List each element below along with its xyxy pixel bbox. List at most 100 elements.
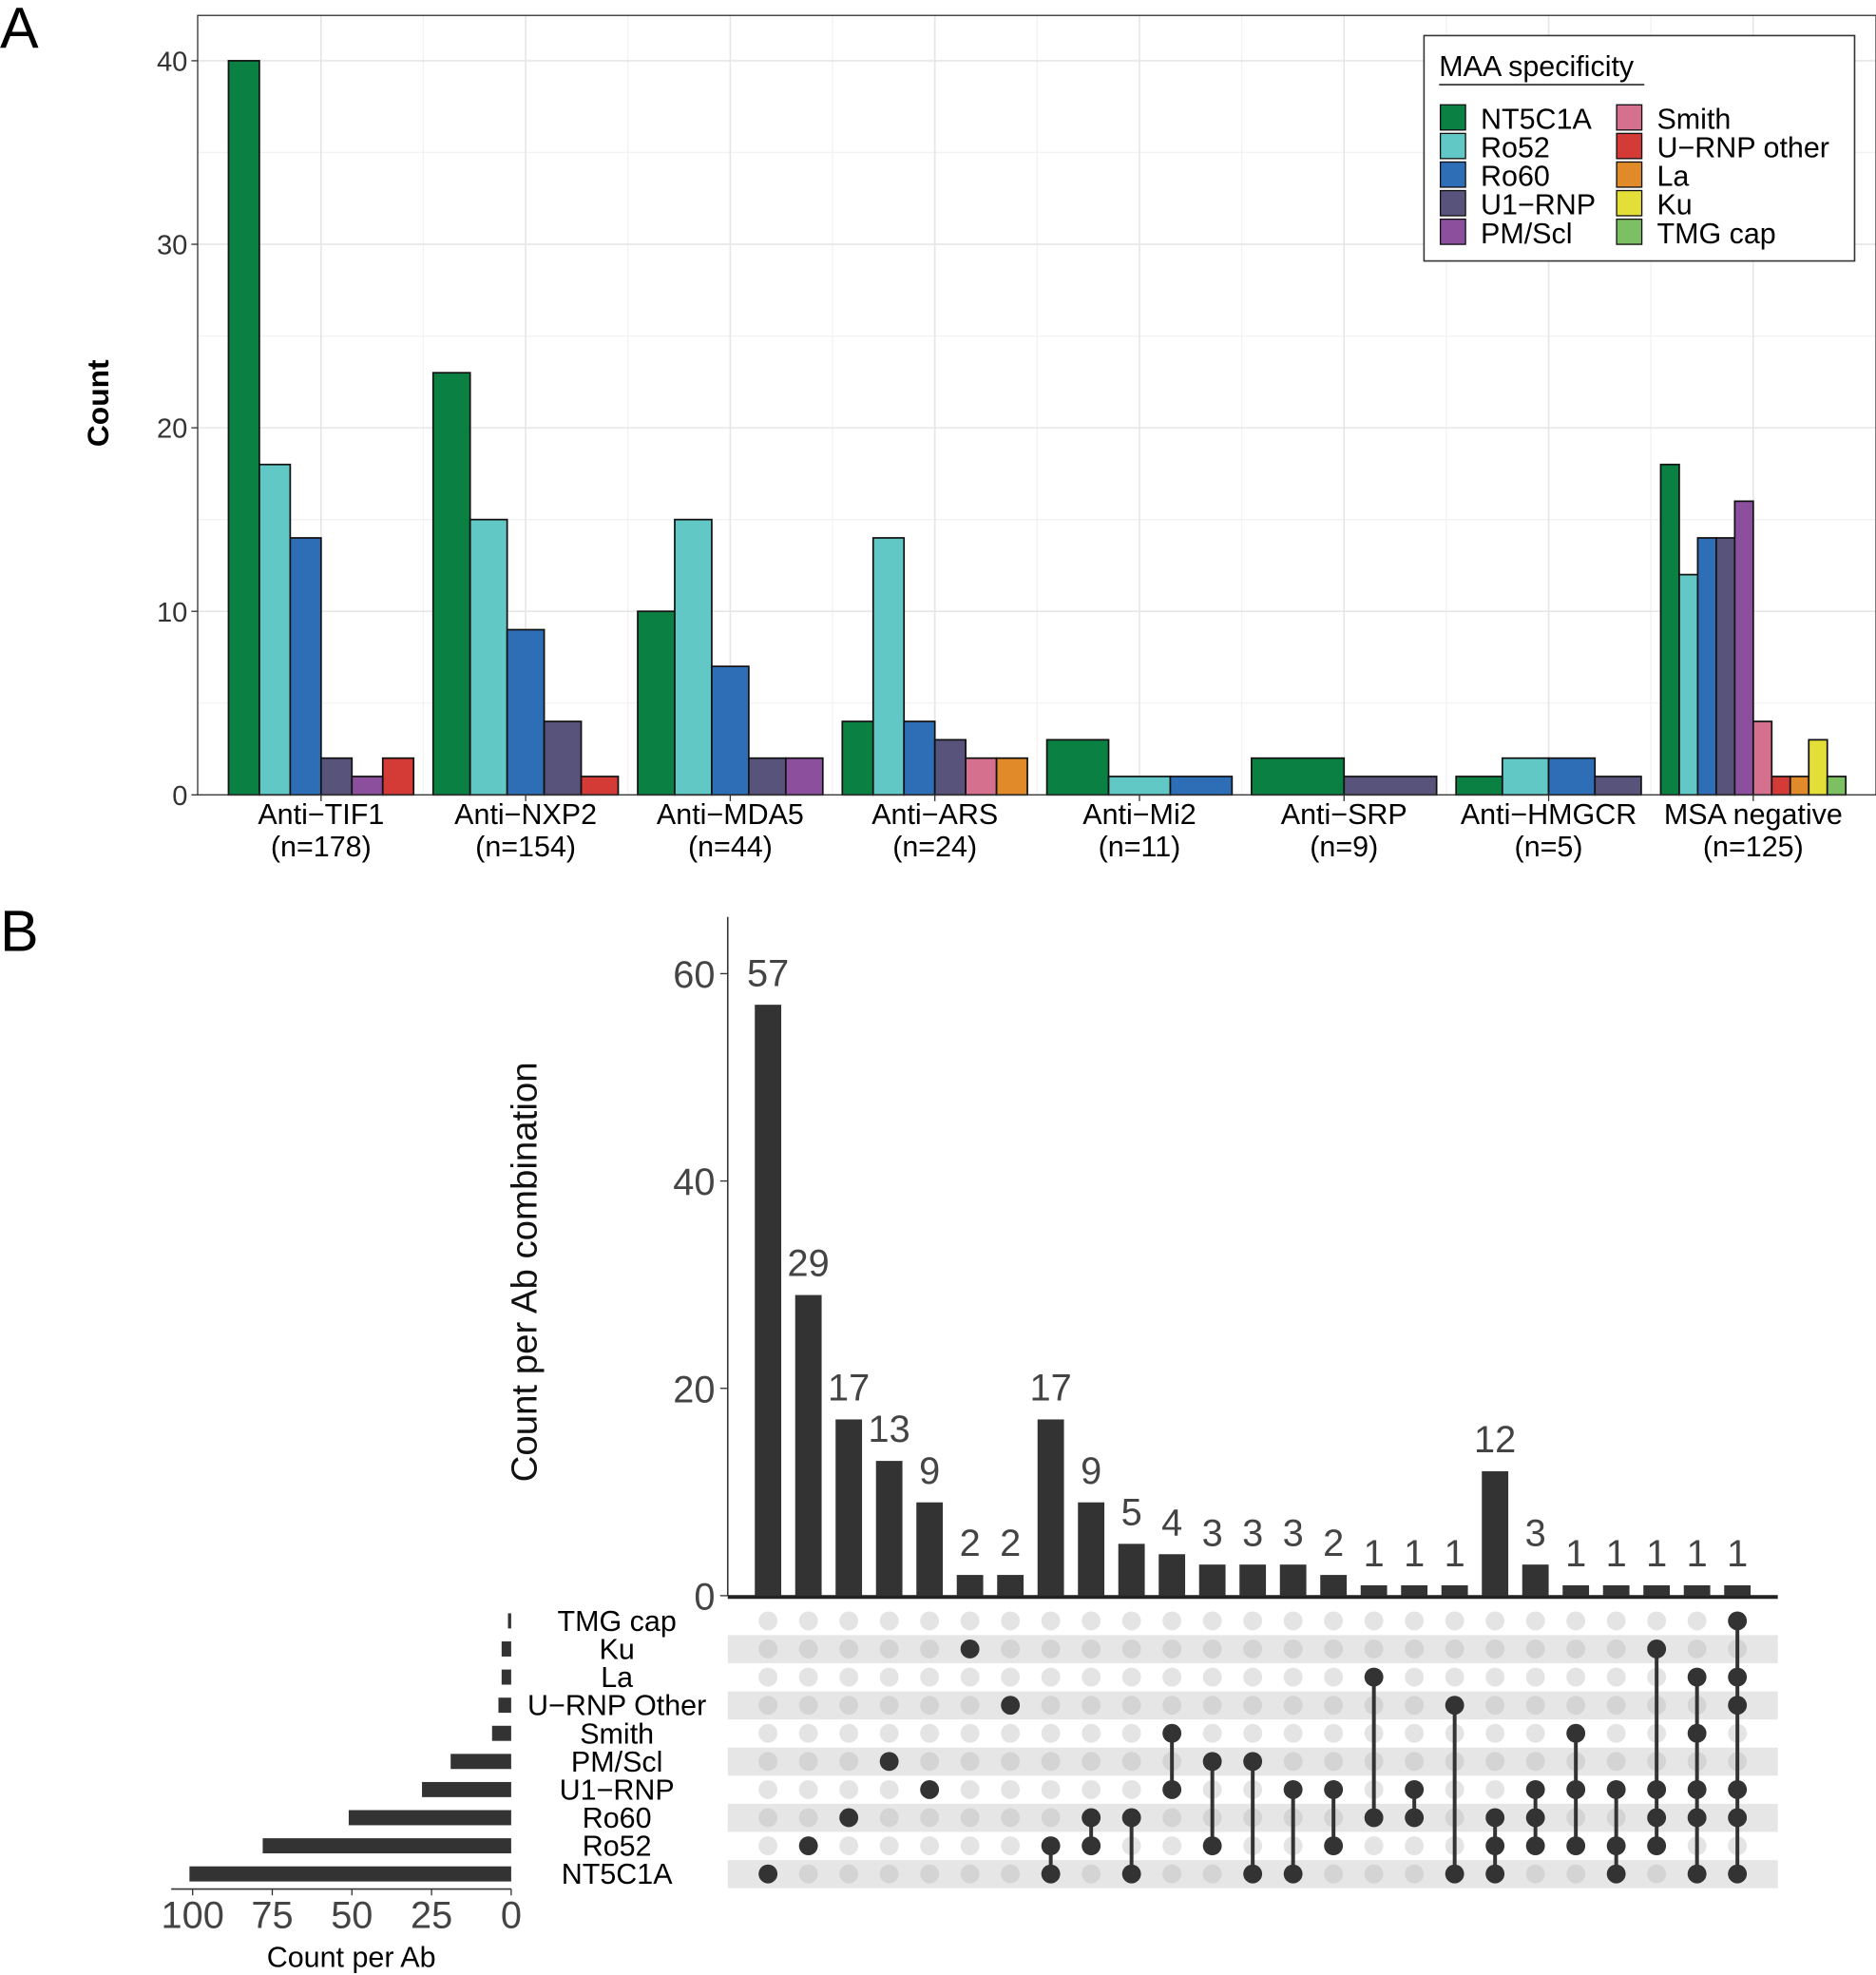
bar-nt5c1a (1251, 757, 1346, 796)
matrix-dot-empty (920, 1696, 940, 1716)
matrix-dot-empty (839, 1696, 859, 1716)
matrix-dot-empty (1566, 1696, 1586, 1716)
matrix-dot-filled (1606, 1864, 1626, 1884)
intersection-count-label: 3 (1283, 1512, 1304, 1554)
matrix-dot-filled (1283, 1864, 1303, 1884)
matrix-dot-empty (798, 1864, 818, 1884)
matrix-dot-filled (1647, 1779, 1667, 1799)
matrix-dot-empty (1364, 1836, 1384, 1855)
legend-swatch (1439, 218, 1466, 245)
matrix-dot-empty (1405, 1696, 1425, 1716)
matrix-dot-filled (1082, 1808, 1101, 1828)
matrix-dot-filled (1041, 1864, 1061, 1884)
matrix-dot-filled (1202, 1752, 1222, 1772)
legend-label: PM/Scl (1481, 218, 1572, 250)
matrix-dot-empty (1001, 1779, 1021, 1799)
matrix-dot-empty (839, 1779, 859, 1799)
intersection-count-label: 2 (1000, 1523, 1021, 1564)
intersection-count-label: 17 (828, 1368, 870, 1409)
bar-ro60 (506, 628, 546, 796)
matrix-dot-empty (1041, 1723, 1061, 1743)
y-tick-label: 20 (673, 1369, 715, 1410)
set-size-tick-label: 75 (251, 1895, 293, 1937)
intersection-bar (916, 1502, 944, 1596)
matrix-dot-empty (1687, 1611, 1707, 1631)
matrix-dot-empty (920, 1611, 940, 1631)
matrix-dot-empty (1485, 1779, 1505, 1799)
bar-nt5c1a (227, 60, 260, 796)
x-tick-label-n: (n=154) (475, 831, 576, 863)
matrix-dot-filled (1082, 1836, 1101, 1855)
x-tick-label-n: (n=24) (892, 831, 977, 863)
matrix-dot-empty (1121, 1611, 1141, 1631)
matrix-dot-filled (1485, 1864, 1505, 1884)
bar-nt5c1a (637, 610, 676, 796)
matrix-dot-filled (1687, 1723, 1707, 1743)
bar-u1-rnp (1715, 537, 1736, 796)
matrix-dot-empty (1364, 1864, 1384, 1884)
bar-ro60 (903, 720, 936, 796)
set-label: PM/Scl (571, 1746, 663, 1778)
matrix-dot-empty (1405, 1667, 1425, 1687)
matrix-dot-empty (1687, 1639, 1707, 1659)
matrix-dot-empty (1566, 1667, 1586, 1687)
intersection-bar (1602, 1584, 1630, 1596)
bar-u1-rnp (319, 757, 354, 796)
legend-swatch (1439, 161, 1466, 188)
x-tick-label: Anti−NXP2 (454, 798, 597, 831)
matrix-dot-empty (1243, 1696, 1263, 1716)
bar-u1-rnp (543, 720, 583, 796)
x-tick-label: Anti−TIF1 (258, 798, 384, 831)
matrix-dot-empty (1202, 1611, 1222, 1631)
matrix-dot-empty (1162, 1611, 1182, 1631)
bar-smith (1752, 720, 1773, 796)
matrix-dot-empty (839, 1864, 859, 1884)
matrix-dot-empty (839, 1752, 859, 1772)
bar-pm-scl (784, 757, 824, 796)
bar-ro60 (1169, 776, 1234, 796)
matrix-dot-empty (798, 1779, 818, 1799)
matrix-dot-filled (1566, 1836, 1586, 1855)
matrix-dot-filled (1121, 1808, 1141, 1828)
matrix-dot-empty (1606, 1696, 1626, 1716)
intersection-count-label: 9 (1081, 1450, 1101, 1492)
y-axis-title: Count per Ab combination (504, 1062, 545, 1482)
bar-u1-rnp (933, 738, 967, 796)
set-size-bar (422, 1781, 511, 1797)
matrix-dot-empty (839, 1611, 859, 1631)
matrix-dot-filled (1687, 1864, 1707, 1884)
intersection-bar (1037, 1419, 1064, 1596)
x-tick-label: Anti−Mi2 (1082, 798, 1196, 831)
matrix-dot-empty (960, 1836, 980, 1855)
matrix-dot-filled (1687, 1667, 1707, 1687)
matrix-dot-empty (1525, 1696, 1545, 1716)
x-tick-label-n: (n=44) (688, 831, 773, 863)
matrix-dot-filled (1243, 1864, 1263, 1884)
intersection-bar (1158, 1554, 1186, 1596)
legend-label: Smith (1656, 103, 1731, 135)
matrix-dot-empty (1041, 1667, 1061, 1687)
matrix-dot-empty (1445, 1639, 1464, 1659)
matrix-dot-empty (1202, 1667, 1222, 1687)
bar-ro52 (469, 518, 508, 796)
matrix-dot-empty (1525, 1723, 1545, 1743)
matrix-dot-empty (1324, 1864, 1344, 1884)
panel-label-b: B (0, 899, 39, 964)
matrix-dot-empty (758, 1667, 778, 1687)
intersection-bar (1198, 1564, 1226, 1596)
matrix-dot-empty (1525, 1864, 1545, 1884)
intersection-count-label: 17 (1030, 1368, 1072, 1409)
intersection-bar (1643, 1584, 1671, 1596)
matrix-dot-empty (1162, 1696, 1182, 1716)
set-size-bar (498, 1697, 511, 1714)
matrix-dot-filled (1647, 1808, 1667, 1828)
x-tick-label: Anti−SRP (1281, 798, 1407, 831)
set-size-bar (450, 1754, 511, 1770)
bar-nt5c1a (1659, 463, 1680, 796)
matrix-dot-empty (1001, 1864, 1021, 1884)
matrix-dot-empty (1405, 1723, 1425, 1743)
matrix-dot-empty (1283, 1752, 1303, 1772)
x-tick-label-n: (n=125) (1703, 831, 1804, 863)
matrix-dot-empty (1405, 1639, 1425, 1659)
